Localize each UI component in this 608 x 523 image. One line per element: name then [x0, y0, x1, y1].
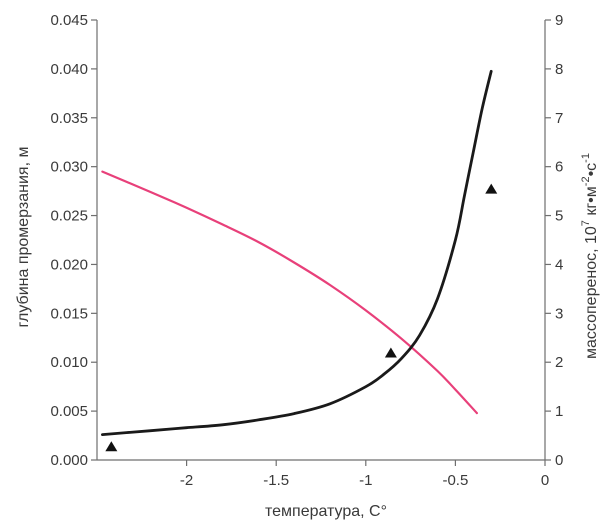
y-left-tick-label: 0.035	[50, 110, 88, 127]
axis-title-superscript: 7	[580, 220, 592, 226]
axis-title-superscript: -2	[580, 176, 592, 186]
axis-title-superscript: -1	[580, 153, 592, 163]
y-right-tick-label: 1	[555, 403, 563, 420]
axis-title-part: массоперенос, 10	[583, 226, 600, 359]
y-left-tick-label: 0.015	[50, 305, 88, 322]
x-tick-label: -1	[359, 472, 372, 489]
series-layer	[101, 69, 498, 452]
y-left-tick-label: 0.010	[50, 354, 88, 371]
tick-labels-layer: 0.000 0.005 0.010 0.015 0.020 0.025 0.030 0.035…	[50, 12, 563, 489]
x-tick-label: 0	[541, 472, 549, 489]
y-right-tick-label: 2	[555, 354, 563, 371]
y-right-tick-label: 5	[555, 208, 563, 225]
y-left-tick-label: 0.040	[50, 61, 88, 78]
y-right-axis-title: массоперенос, 107 кг•м-2•c-1	[580, 153, 600, 359]
y-left-axis-title: глубина промерзания, м	[15, 147, 32, 328]
x-tick-label: -0.5	[442, 472, 468, 489]
y-left-tick-label: 0.005	[50, 403, 88, 420]
triangle-marker	[384, 347, 397, 358]
mass-transfer-line	[101, 69, 493, 436]
y-right-tick-label: 4	[555, 256, 563, 273]
y-right-tick-label: 7	[555, 110, 563, 127]
triangle-marker	[485, 183, 498, 194]
x-axis-title: температура, С°	[265, 503, 387, 520]
y-left-tick-label: 0.025	[50, 208, 88, 225]
y-left-tick-label: 0.045	[50, 12, 88, 29]
axis-title-part: •c	[583, 163, 600, 177]
x-tick-label: -1.5	[263, 472, 289, 489]
y-right-tick-label: 3	[555, 305, 563, 322]
y-right-tick-label: 9	[555, 12, 563, 29]
y-left-tick-label: 0.000	[50, 452, 88, 469]
freezing-depth-line	[101, 170, 478, 415]
y-right-tick-label: 8	[555, 61, 563, 78]
y-right-tick-label: 0	[555, 452, 563, 469]
y-right-tick-label: 6	[555, 159, 563, 176]
axes-layer	[91, 19, 551, 466]
axis-title-part: кг•м	[583, 186, 600, 220]
x-tick-label: -2	[180, 472, 193, 489]
y-left-tick-label: 0.020	[50, 256, 88, 273]
triangle-marker	[105, 441, 118, 452]
y-left-tick-label: 0.030	[50, 159, 88, 176]
